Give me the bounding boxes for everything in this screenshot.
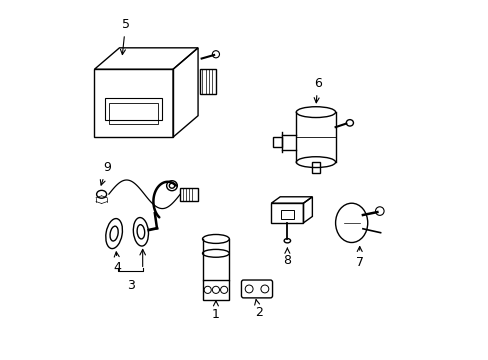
Text: 1: 1 [212, 301, 220, 320]
Text: 6: 6 [313, 77, 321, 103]
Text: 8: 8 [283, 248, 291, 267]
Text: 4: 4 [114, 252, 122, 274]
Text: 3: 3 [127, 279, 135, 292]
Text: 2: 2 [254, 300, 262, 319]
Text: 9: 9 [100, 161, 111, 185]
Text: 7: 7 [355, 247, 363, 269]
Text: 5: 5 [120, 18, 129, 55]
